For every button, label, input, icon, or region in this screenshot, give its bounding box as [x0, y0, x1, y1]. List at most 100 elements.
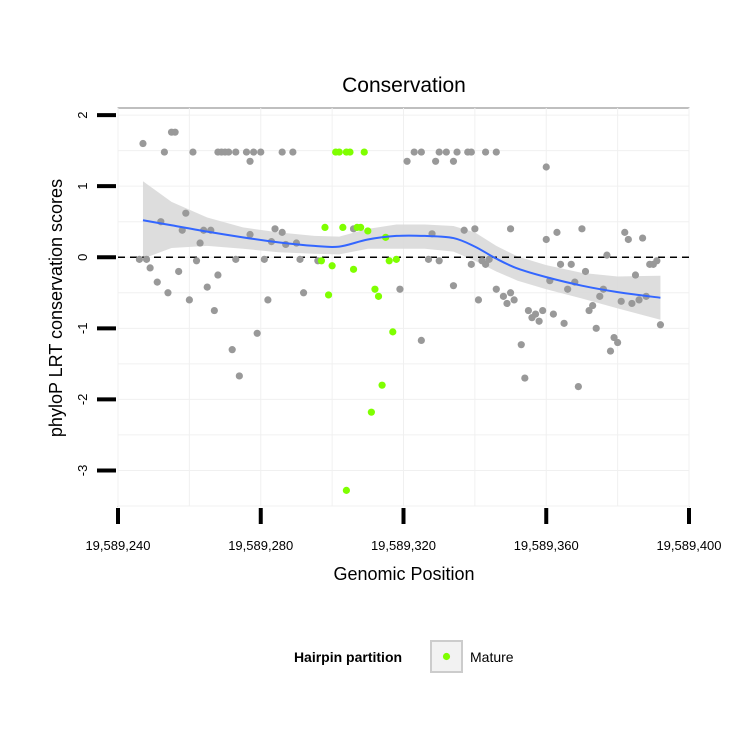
y-tick-label: 0: [75, 254, 90, 261]
mature-point: [371, 285, 379, 293]
other-point: [214, 271, 222, 279]
other-point: [264, 296, 272, 304]
other-point: [189, 148, 197, 156]
other-point: [232, 148, 240, 156]
other-point: [146, 264, 154, 272]
other-point: [410, 148, 418, 156]
other-point: [542, 235, 550, 244]
other-point: [503, 299, 511, 308]
smooth-line-layer: [142, 219, 661, 299]
other-point: [435, 257, 443, 265]
y-axis: 2 1 0 -1 -2 -3: [75, 111, 116, 476]
other-point: [260, 255, 268, 263]
mature-point: [367, 408, 375, 416]
other-point: [192, 257, 201, 265]
other-point: [185, 296, 193, 304]
other-point: [460, 226, 468, 234]
other-point: [182, 209, 190, 217]
y-tick-label: 1: [75, 183, 90, 190]
other-point: [396, 285, 404, 293]
other-point: [289, 148, 297, 156]
other-point: [250, 148, 258, 156]
other-point: [142, 255, 151, 263]
other-point: [432, 157, 440, 165]
other-point: [539, 306, 547, 315]
legend-mature-marker: [442, 652, 451, 661]
other-point: [246, 230, 254, 239]
other-point: [621, 228, 629, 236]
other-point: [542, 163, 550, 171]
other-point: [474, 296, 483, 304]
y-tick-label: -2: [75, 394, 90, 406]
mature-point: [357, 223, 365, 231]
other-point: [203, 283, 211, 291]
other-point: [531, 310, 540, 318]
other-point: [246, 157, 254, 165]
other-point: [549, 310, 557, 318]
mature-point: [360, 148, 368, 156]
other-point: [225, 148, 233, 156]
other-point: [139, 139, 147, 148]
other-point: [560, 319, 568, 327]
mature-point: [339, 223, 347, 231]
other-point: [592, 324, 600, 332]
legend: Hairpin partition Mature: [294, 640, 514, 673]
other-point: [506, 289, 515, 297]
other-point: [589, 301, 597, 310]
other-point: [564, 285, 572, 293]
other-point: [578, 225, 586, 233]
other-point: [471, 225, 479, 233]
other-point: [228, 346, 236, 354]
legend-label-mature: Mature: [470, 649, 514, 665]
x-tick-label: 19,589,280: [228, 538, 293, 553]
other-point: [656, 321, 665, 329]
y-tick-label: -3: [75, 465, 90, 477]
mature-point: [385, 257, 393, 265]
other-point: [610, 333, 618, 342]
other-point: [631, 271, 640, 279]
other-point: [210, 306, 218, 315]
mature-point: [378, 381, 386, 389]
x-axis: 19,589,240 19,589,280 19,589,320 19,589,360…: [85, 508, 722, 553]
other-point: [449, 157, 458, 165]
other-point: [253, 329, 261, 337]
other-point: [485, 255, 493, 263]
mature-point: [389, 328, 397, 336]
mature-point: [321, 223, 329, 231]
mature-point: [349, 265, 358, 273]
other-point: [492, 285, 500, 293]
other-point: [596, 292, 604, 300]
mature-point: [328, 262, 336, 270]
other-point: [481, 148, 490, 156]
other-point: [492, 148, 500, 156]
mature-point: [374, 292, 383, 300]
other-point: [257, 148, 265, 156]
other-point: [481, 260, 490, 268]
other-point: [135, 255, 144, 263]
x-axis-title: Genomic Position: [333, 564, 474, 584]
other-point: [556, 260, 565, 268]
x-tick-label: 19,589,320: [371, 538, 436, 553]
other-point: [617, 297, 625, 305]
mature-point: [317, 257, 326, 265]
other-point: [403, 157, 411, 165]
mature-point: [346, 148, 354, 156]
other-point: [524, 306, 533, 315]
other-point: [442, 148, 450, 156]
other-point: [535, 317, 543, 325]
other-point: [574, 383, 582, 391]
other-point: [603, 251, 611, 259]
other-point: [232, 255, 240, 263]
mature-point: [342, 486, 350, 494]
other-point: [424, 255, 433, 263]
other-point: [653, 257, 661, 265]
other-point: [567, 260, 575, 268]
other-point: [614, 338, 622, 347]
other-point: [628, 299, 636, 308]
other-point: [453, 148, 461, 156]
other-point: [153, 278, 161, 286]
y-axis-title: phyloP LRT conservation scores: [46, 179, 66, 437]
other-point: [553, 228, 561, 236]
other-point: [175, 267, 183, 276]
